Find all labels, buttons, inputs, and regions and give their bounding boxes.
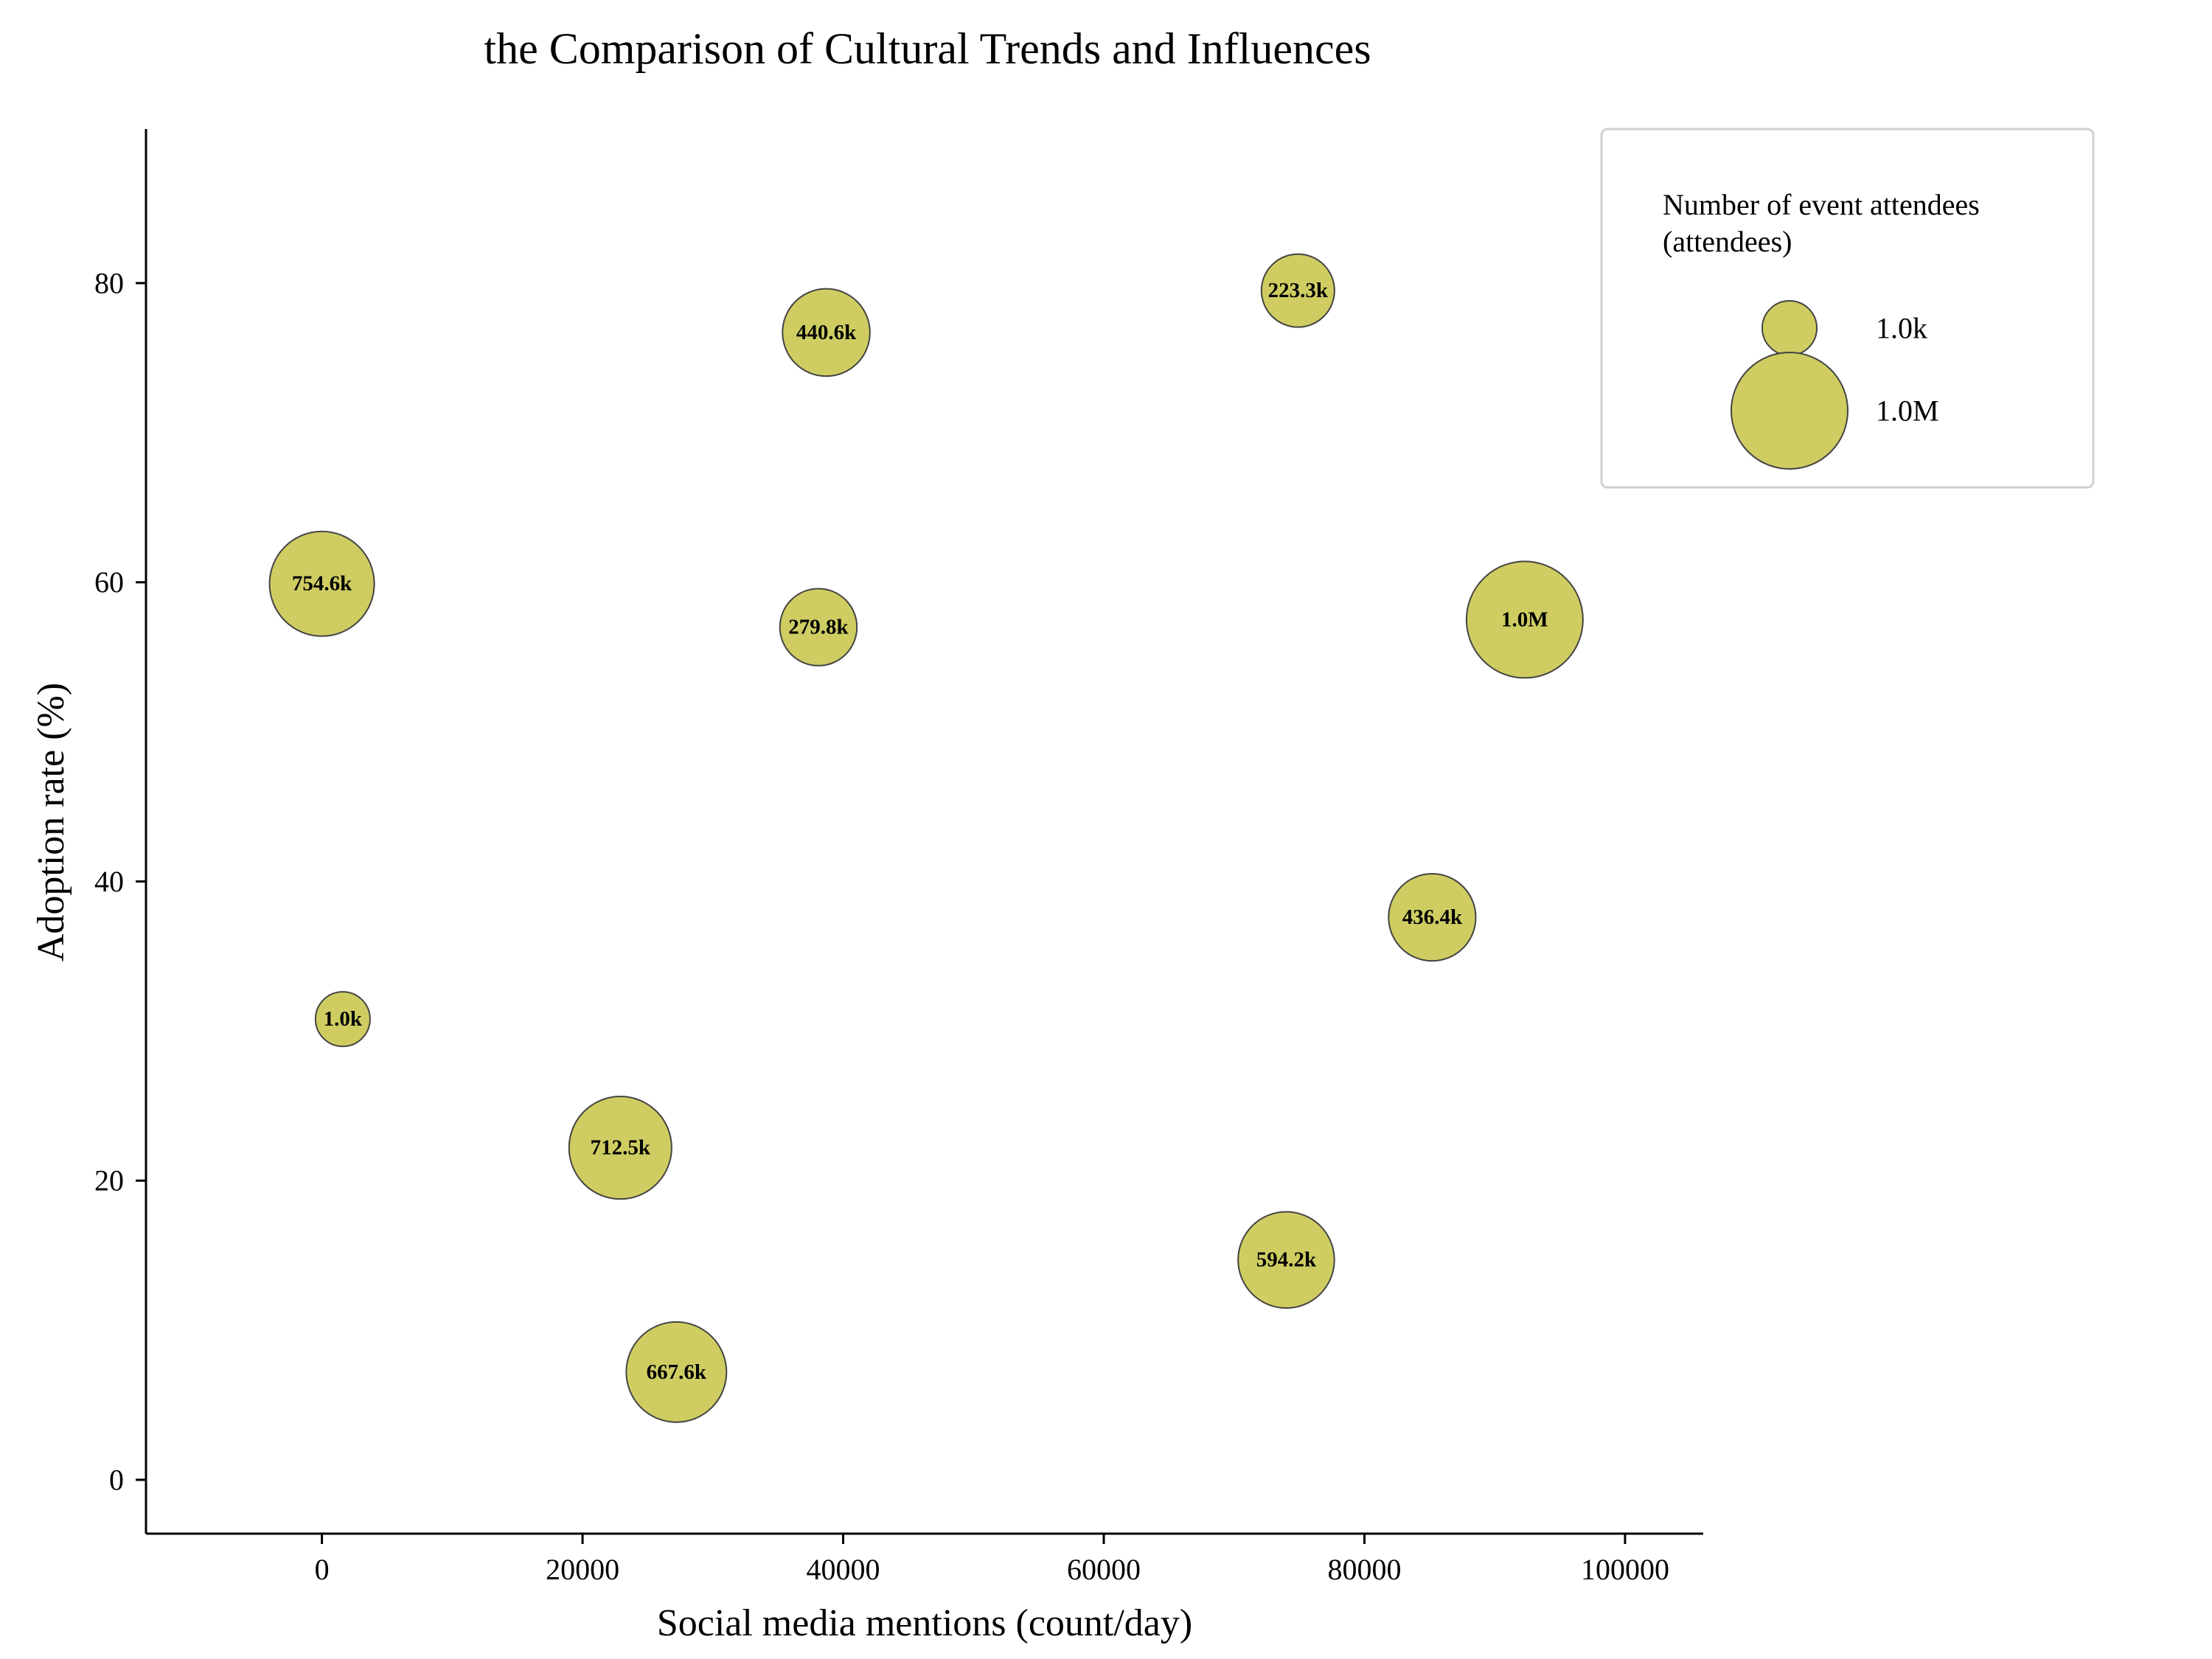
x-tick-label: 0 <box>315 1553 330 1586</box>
x-ticks: 0 20000 40000 60000 80000 100000 <box>315 1534 1669 1586</box>
y-axis-label: Adoption rate (%) <box>30 683 72 961</box>
bubble-data-label: 667.6k <box>647 1360 707 1384</box>
legend-title-line2: (attendees) <box>1663 225 1792 258</box>
bubble-data-label: 754.6k <box>292 572 352 596</box>
x-tick-label: 100000 <box>1581 1553 1669 1586</box>
bubble-data-label: 1.0M <box>1501 608 1548 631</box>
legend: Number of event attendees (attendees) 1.… <box>1600 128 2095 489</box>
legend-title-line1: Number of event attendees <box>1663 188 1980 221</box>
bubble-data-label: 440.6k <box>796 321 857 344</box>
x-tick-label: 40000 <box>807 1553 880 1586</box>
bubble-point <box>625 1321 728 1423</box>
bubble-point <box>314 991 371 1048</box>
y-tick-label: 60 <box>94 566 124 599</box>
bubble-point <box>1465 560 1584 679</box>
y-tick-label: 80 <box>94 266 124 299</box>
bubble-point <box>568 1096 672 1200</box>
legend-marker <box>1731 352 1848 470</box>
legend-marker <box>1761 300 1818 356</box>
legend-box <box>1600 128 2095 489</box>
y-tick-label: 20 <box>94 1164 124 1197</box>
bubble-point <box>1237 1211 1335 1310</box>
bubble-data-label: 223.3k <box>1268 279 1329 302</box>
bubble-point <box>1260 253 1335 328</box>
x-tick-label: 60000 <box>1067 1553 1141 1586</box>
x-axis-label: Social media mentions (count/day) <box>657 1602 1192 1644</box>
legend-entries: 1.0k 1.0M <box>1731 300 1939 470</box>
bubble-point <box>782 288 871 378</box>
bubble-data-label: 594.2k <box>1256 1248 1317 1272</box>
bubble-data-label: 436.4k <box>1402 905 1463 929</box>
bubble-point <box>779 588 858 667</box>
bubble-data-label: 712.5k <box>591 1136 651 1160</box>
legend-label: 1.0k <box>1876 312 1927 345</box>
bubble-data-label: 279.8k <box>788 616 849 639</box>
legend-label: 1.0M <box>1876 394 1939 428</box>
y-tick-label: 0 <box>109 1463 124 1496</box>
plot-area: 440.6k 223.3k 754.6k 279.8k 1.0M 436.4k 1.0k 71… <box>268 253 1584 1423</box>
chart-title: the Comparison of Cultural Trends and In… <box>484 24 1371 73</box>
bubble-point <box>268 530 375 637</box>
y-tick-label: 40 <box>94 865 124 898</box>
x-tick-label: 80000 <box>1327 1553 1401 1586</box>
bubble-point <box>1388 873 1477 962</box>
y-ticks: 0 20 40 60 80 <box>94 266 146 1496</box>
x-tick-label: 20000 <box>546 1553 619 1586</box>
bubble-data-label: 1.0k <box>324 1007 363 1031</box>
